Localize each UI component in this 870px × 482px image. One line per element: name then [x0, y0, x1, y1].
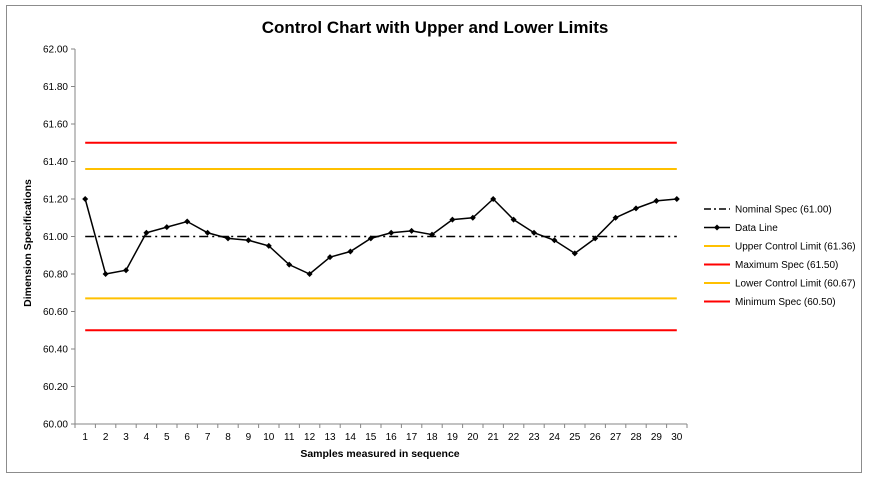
x-tick-label: 25	[569, 432, 581, 443]
legend-item: Data Line	[704, 223, 778, 234]
x-tick-label: 1	[82, 432, 88, 443]
x-tick-label: 7	[205, 432, 211, 443]
x-tick-label: 16	[386, 432, 398, 443]
data-point	[82, 196, 89, 202]
y-tick-label: 61.80	[43, 82, 68, 93]
x-tick-label: 21	[488, 432, 500, 443]
data-point	[653, 197, 660, 204]
x-tick-label: 15	[365, 432, 377, 443]
legend-label: Lower Control Limit (60.67)	[735, 279, 856, 290]
legend-item: Lower Control Limit (60.67)	[704, 279, 856, 290]
data-point	[531, 229, 537, 236]
x-axis-label: Samples measured in sequence	[300, 448, 459, 460]
y-tick-label: 60.40	[43, 345, 68, 356]
legend-marker	[714, 224, 720, 231]
y-tick-label: 61.00	[43, 232, 68, 243]
y-tick-label: 61.60	[43, 120, 68, 131]
x-tick-label: 14	[345, 432, 357, 443]
data-point	[449, 216, 456, 223]
data-point	[673, 196, 680, 202]
y-tick-label: 62.00	[43, 45, 68, 56]
data-point	[123, 267, 129, 274]
x-tick-label: 18	[426, 432, 438, 443]
x-tick-label: 17	[406, 432, 418, 443]
data-point	[143, 229, 150, 236]
x-tick-label: 13	[324, 432, 336, 443]
x-tick-label: 26	[590, 432, 602, 443]
x-tick-label: 5	[164, 432, 170, 443]
x-tick-label: 30	[671, 432, 683, 443]
legend-label: Minimum Spec (60.50)	[735, 297, 836, 308]
data-point	[225, 235, 231, 242]
legend-item: Nominal Spec (61.00)	[704, 205, 832, 216]
x-tick-label: 4	[144, 432, 150, 443]
legend-label: Data Line	[735, 223, 778, 234]
data-point	[408, 227, 415, 234]
data-point	[102, 271, 109, 277]
data-point	[265, 242, 272, 249]
y-tick-label: 60.60	[43, 307, 68, 318]
x-tick-label: 9	[246, 432, 252, 443]
chart-frame: Control Chart with Upper and Lower Limit…	[6, 5, 862, 473]
control-chart: Control Chart with Upper and Lower Limit…	[22, 18, 856, 460]
data-point	[490, 196, 497, 202]
axes	[74, 49, 687, 425]
legend-item: Maximum Spec (61.50)	[704, 260, 838, 271]
y-axis-ticks: 60.00 60.20 60.40 60.60 60.80 61.00 61.20 61.40…	[43, 45, 75, 431]
x-tick-label: 6	[184, 432, 190, 443]
data-point	[469, 214, 476, 221]
x-axis-ticks: 1 2 3 4 5 6 7 8 9 10 11 12 13 14 15 16 17 18 19 20 21 22 23 24 2…	[74, 424, 688, 443]
data-point	[327, 254, 333, 261]
data-point	[429, 231, 435, 238]
x-tick-label: 23	[528, 432, 540, 443]
data-series	[82, 196, 680, 277]
limit-lines	[85, 141, 677, 332]
legend-item: Upper Control Limit (61.36)	[704, 242, 856, 253]
legend-label: Nominal Spec (61.00)	[735, 205, 832, 216]
data-point	[184, 218, 191, 225]
data-point	[551, 237, 558, 244]
data-point	[592, 235, 599, 242]
data-point	[204, 229, 211, 236]
x-tick-label: 11	[284, 432, 295, 443]
x-tick-label: 3	[123, 432, 129, 443]
x-tick-label: 12	[304, 432, 316, 443]
x-tick-label: 28	[630, 432, 642, 443]
data-series-line	[84, 197, 677, 275]
data-point	[612, 214, 619, 221]
x-tick-label: 22	[508, 432, 520, 443]
data-point	[571, 250, 578, 257]
legend-item: Minimum Spec (60.50)	[704, 297, 836, 308]
data-point	[347, 248, 354, 255]
data-point	[367, 235, 374, 242]
x-tick-label: 19	[447, 432, 459, 443]
data-point	[306, 271, 313, 277]
y-tick-label: 60.80	[43, 270, 68, 281]
data-point	[633, 205, 639, 212]
y-tick-label: 61.40	[43, 157, 68, 168]
data-point	[163, 224, 170, 231]
y-tick-label: 61.20	[43, 195, 68, 206]
x-tick-label: 2	[103, 432, 109, 443]
x-tick-label: 24	[549, 432, 561, 443]
legend-label: Upper Control Limit (61.36)	[735, 242, 856, 253]
data-point	[388, 229, 395, 236]
data-point	[286, 261, 293, 268]
y-tick-label: 60.20	[43, 382, 68, 393]
data-point	[245, 237, 252, 244]
x-tick-label: 10	[263, 432, 275, 443]
y-axis-label: Dimension Specifications	[22, 179, 34, 307]
legend-label: Maximum Spec (61.50)	[735, 260, 838, 271]
legend: Nominal Spec (61.00) Data Line Upper Contr…	[704, 205, 856, 308]
y-tick-label: 60.00	[43, 420, 68, 431]
x-tick-label: 20	[467, 432, 479, 443]
x-tick-label: 8	[225, 432, 231, 443]
x-tick-label: 27	[610, 432, 622, 443]
chart-title: Control Chart with Upper and Lower Limit…	[262, 18, 609, 37]
x-tick-label: 29	[651, 432, 663, 443]
